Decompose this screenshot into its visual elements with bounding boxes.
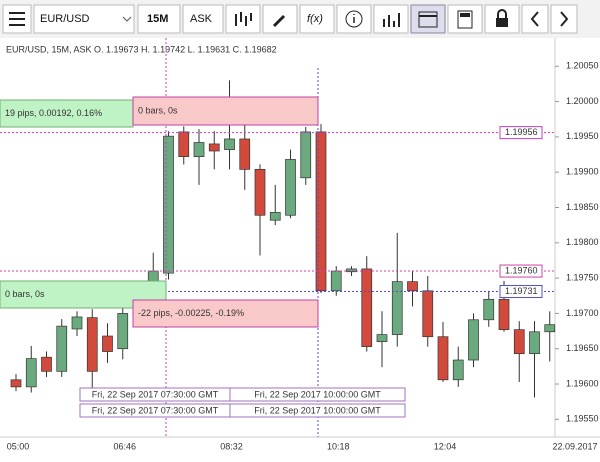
next-button[interactable] xyxy=(550,4,578,34)
candle-body xyxy=(86,317,98,372)
candle-body xyxy=(10,379,22,388)
prev-button[interactable] xyxy=(521,4,549,34)
period: 15M xyxy=(147,13,168,25)
time-label-box xyxy=(229,387,406,402)
time-label: Fri, 22 Sep 2017 07:30:00 GMT xyxy=(92,389,219,399)
candle-body xyxy=(300,131,312,179)
candle-body xyxy=(407,281,418,292)
info-button[interactable] xyxy=(336,4,372,34)
candle-body xyxy=(285,159,296,216)
candle-body xyxy=(25,358,37,388)
time-label: Fri, 22 Sep 2017 10:00:00 GMT xyxy=(254,405,381,415)
toolbar: EUR/USD 15M ASK f(x) xyxy=(0,0,600,38)
measure-label: -22 pips, -0.00225, -0.19% xyxy=(138,308,244,318)
candle-body xyxy=(346,268,357,273)
price-side: ASK xyxy=(190,13,213,25)
lock-button[interactable] xyxy=(484,4,520,34)
measure-box xyxy=(0,99,134,128)
symbol: EUR/USD xyxy=(40,13,90,25)
y-tick-label: 1.20050 xyxy=(566,61,599,71)
candle-body xyxy=(376,334,388,343)
overlays: 1.19956 1.19760 1.19731 19 pips, 0.00192, 0… xyxy=(0,38,555,437)
x-tick-label: 12:04 xyxy=(434,441,457,451)
y-tick-label: 1.19550 xyxy=(566,414,599,424)
period-button[interactable]: 15M xyxy=(137,4,181,34)
candle-body xyxy=(422,290,434,338)
time-label-box xyxy=(229,403,406,418)
symbol-select[interactable]: EUR/USD xyxy=(33,4,135,34)
x-end-label: 22.09.2017 xyxy=(552,441,597,451)
candle-body xyxy=(483,298,495,321)
candle-body xyxy=(41,356,52,372)
price-label: 1.19731 xyxy=(505,286,538,296)
y-tick-label: 1.19650 xyxy=(566,343,599,353)
candle-body xyxy=(437,336,449,381)
calendar-button[interactable] xyxy=(410,4,446,34)
candle-body xyxy=(208,143,220,152)
price-label: 1.19956 xyxy=(505,127,538,137)
candle-body xyxy=(102,335,113,352)
price-label-box xyxy=(499,264,543,278)
time-label: Fri, 22 Sep 2017 07:30:00 GMT xyxy=(92,405,219,415)
candle-body xyxy=(178,131,190,157)
x-tick-label: 10:18 xyxy=(327,441,350,451)
chart-type-button[interactable] xyxy=(225,4,261,34)
price-label-box xyxy=(499,126,543,140)
menu-button[interactable] xyxy=(2,4,32,34)
candle-body xyxy=(452,359,464,381)
plot: 1.20050 1.20000 1.19950 1.19900 1.19850 1.198… xyxy=(7,61,599,452)
candle-body xyxy=(117,313,129,350)
candle-body xyxy=(239,138,251,170)
candle-body xyxy=(330,270,342,292)
candle-body xyxy=(361,268,373,347)
price-label: 1.19760 xyxy=(505,265,538,275)
x-tick-label: 05:00 xyxy=(7,441,30,451)
y-tick-label: 1.19850 xyxy=(566,202,599,212)
candle-body xyxy=(529,331,540,355)
price-label-box xyxy=(499,285,543,299)
candle-body xyxy=(254,169,266,216)
candle-body xyxy=(544,324,556,333)
x-tick-label: 06:46 xyxy=(113,441,136,451)
side-button[interactable]: ASK xyxy=(182,4,224,34)
measure-label: 0 bars, 0s xyxy=(5,289,45,299)
candle-body xyxy=(56,325,68,372)
candle-body xyxy=(147,270,159,282)
indicators-button[interactable]: f(x) xyxy=(299,4,335,34)
function-label: f(x) xyxy=(307,13,323,25)
candle-body xyxy=(269,212,281,221)
y-tick-label: 1.19700 xyxy=(566,308,599,318)
bars-button[interactable] xyxy=(373,4,409,34)
y-tick-label: 1.19750 xyxy=(566,272,599,282)
measure-label: 0 bars, 0s xyxy=(138,105,178,115)
measure-box xyxy=(132,299,319,328)
candle-body xyxy=(513,329,525,355)
x-tick-label: 08:32 xyxy=(220,441,243,451)
y-tick-label: 1.19900 xyxy=(566,167,599,177)
measure-label: 19 pips, 0.00192, 0.16% xyxy=(5,108,102,118)
candle-body xyxy=(193,142,205,157)
candle-body xyxy=(224,138,235,150)
chart-header: EUR/USD, 15M, ASK O. 1.19673 H. 1.19742 … xyxy=(6,44,277,54)
y-tick-label: 1.20000 xyxy=(566,96,599,106)
candle-body xyxy=(71,316,83,330)
candle-body xyxy=(163,135,174,274)
y-tick-label: 1.19600 xyxy=(566,378,599,388)
candle-body xyxy=(315,131,327,292)
y-tick-label: 1.19950 xyxy=(566,131,599,141)
measure-box xyxy=(132,96,319,126)
candle-body xyxy=(498,298,510,331)
calculator-button[interactable] xyxy=(447,4,483,34)
candle-body xyxy=(391,281,403,335)
draw-button[interactable] xyxy=(262,4,298,34)
y-tick-label: 1.19800 xyxy=(566,237,599,247)
candle-body xyxy=(468,319,479,361)
time-label: Fri, 22 Sep 2017 10:00:00 GMT xyxy=(254,389,381,399)
